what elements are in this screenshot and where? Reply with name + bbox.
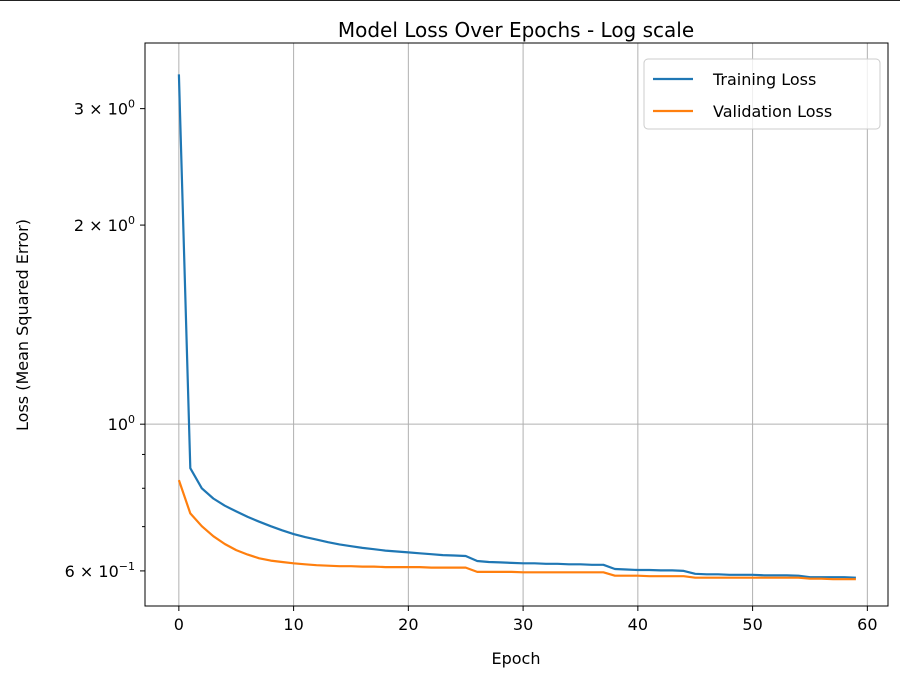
x-axis-label: Epoch: [492, 649, 541, 668]
chart-title: Model Loss Over Epochs - Log scale: [338, 18, 694, 42]
x-tick-label: 50: [742, 615, 762, 634]
x-tick-label: 20: [398, 615, 418, 634]
y-tick-label: 3 × 100: [74, 98, 135, 119]
x-tick-label: 10: [283, 615, 303, 634]
y-tick-label: 2 × 100: [74, 214, 135, 235]
y-tick-label: 6 × 10−1: [65, 560, 135, 581]
y-axis-label: Loss (Mean Squared Error): [13, 219, 32, 431]
series-line-training-loss: [177, 74, 856, 579]
plot-frame: [144, 42, 889, 607]
legend: Training Loss Validation Loss: [643, 58, 881, 130]
y-tick-label: 100: [108, 413, 135, 434]
x-tick-label: 40: [628, 615, 648, 634]
x-tick-label: 60: [857, 615, 877, 634]
legend-label: Training Loss: [712, 70, 816, 89]
series-line-validation-loss: [177, 479, 856, 581]
legend-box: [643, 58, 881, 130]
legend-label: Validation Loss: [713, 102, 832, 121]
x-tick-label: 30: [513, 615, 533, 634]
x-tick-label: 0: [174, 615, 184, 634]
